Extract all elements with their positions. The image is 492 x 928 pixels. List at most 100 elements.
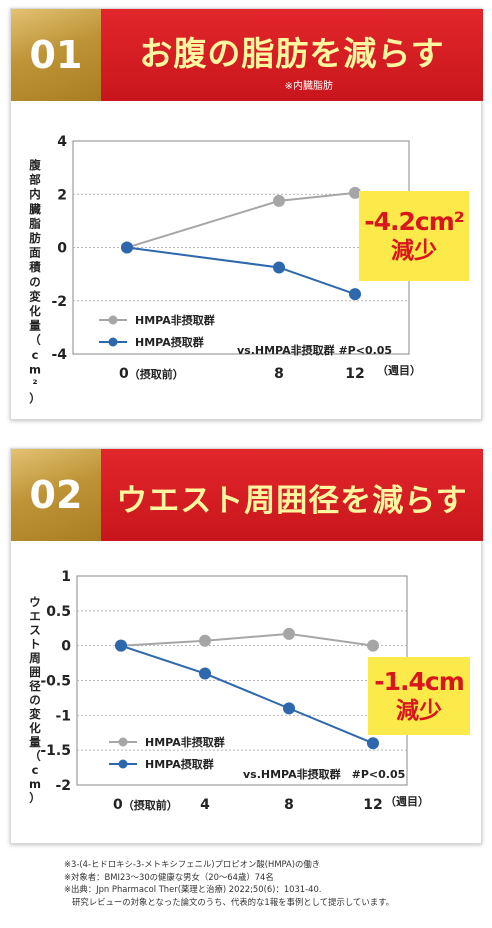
data-point bbox=[121, 241, 133, 254]
y-axis-label-char: の bbox=[29, 693, 41, 707]
result-badge: -1.4cm 減少 bbox=[368, 657, 470, 735]
section-header: 02 ウエスト周囲径を減らす bbox=[11, 449, 483, 541]
data-point bbox=[349, 288, 361, 301]
series-line bbox=[120, 644, 374, 745]
x-axis-label: （週目） bbox=[385, 794, 429, 808]
y-axis-label-char: m bbox=[29, 362, 41, 376]
y-axis-label-char: 化 bbox=[29, 721, 41, 735]
y-axis-label-char: ） bbox=[29, 791, 41, 805]
result-value: -4.2cm² bbox=[364, 207, 464, 236]
footnote: ※出典：Jpn Pharmacol Ther(薬理と治療) 2022;50(6)… bbox=[64, 884, 322, 895]
legend-label: HMPA非摂取群 bbox=[145, 735, 225, 749]
legend-marker bbox=[118, 759, 128, 769]
y-axis-label-char: 部 bbox=[29, 173, 41, 187]
y-axis-label-char: 周 bbox=[29, 651, 41, 665]
significance-note: vs.HMPA非摂取群 #P<0.05 bbox=[237, 343, 392, 357]
data-point bbox=[273, 261, 285, 274]
y-axis-label-char: 囲 bbox=[29, 665, 41, 679]
x-tick-label: 8 bbox=[284, 797, 294, 813]
y-axis-label-char: 内 bbox=[29, 187, 41, 201]
data-point bbox=[115, 639, 127, 652]
series-line bbox=[126, 191, 356, 249]
y-axis-label-char: 肪 bbox=[29, 231, 41, 245]
y-axis-label-char: 脂 bbox=[28, 216, 41, 230]
legend-marker bbox=[118, 737, 128, 747]
section-visceral-fat: 01 お腹の脂肪を減らす ※内臓脂肪 4 2 0 -2 -4 0（摂取前） 8 12 （週目） 腹… bbox=[10, 8, 483, 420]
section-waist: 02 ウエスト周囲径を減らす 1 0.5 0 -0.5 -1 -1.5 -2 0（摂取前） 4 8… bbox=[10, 448, 483, 844]
x-tick-label: 8 bbox=[274, 366, 284, 382]
y-tick-label: -2 bbox=[51, 294, 67, 310]
y-tick-label: -1.5 bbox=[40, 743, 71, 759]
data-point bbox=[199, 634, 211, 647]
y-axis-label-char: の bbox=[29, 275, 41, 289]
legend-marker bbox=[108, 315, 118, 325]
series-line bbox=[120, 632, 374, 647]
data-point bbox=[199, 667, 211, 680]
legend-marker bbox=[108, 337, 118, 347]
y-tick-label: 0.5 bbox=[46, 604, 71, 620]
legend-label: HMPA摂取群 bbox=[145, 757, 214, 771]
y-axis-label-char: 腹 bbox=[29, 158, 41, 172]
y-axis-label-char: ） bbox=[29, 392, 41, 406]
significance-note: vs.HMPA非摂取群 #P<0.05 bbox=[243, 767, 405, 781]
data-point bbox=[273, 194, 285, 207]
y-tick-label: -1 bbox=[55, 708, 71, 724]
y-tick-label: -4 bbox=[51, 347, 67, 363]
data-point bbox=[283, 702, 295, 715]
x-tick-label: 12 bbox=[345, 366, 364, 382]
y-axis-label-char: ウ bbox=[29, 595, 41, 609]
footnote: ※3-(4-ヒドロキシ-3-メトキシフェニル)プロピオン酸(HMPA)の働き bbox=[64, 859, 321, 869]
y-axis-label-char: 量 bbox=[29, 319, 41, 333]
legend-label: HMPA摂取群 bbox=[135, 335, 204, 349]
y-axis-label-char: 面 bbox=[29, 246, 41, 260]
data-point bbox=[367, 737, 379, 750]
result-label: 減少 bbox=[391, 238, 437, 264]
y-tick-label: 0 bbox=[57, 241, 67, 257]
y-tick-label: 2 bbox=[57, 187, 67, 203]
result-badge: -4.2cm² 減少 bbox=[359, 191, 469, 281]
series-line bbox=[126, 246, 356, 296]
legend-label: HMPA非摂取群 bbox=[135, 313, 215, 327]
y-axis-label-char: m bbox=[29, 777, 41, 791]
section-title: ウエスト周囲径を減らす bbox=[116, 483, 468, 519]
y-axis-label-char: 変 bbox=[29, 707, 41, 721]
footnote: 研究レビューの対象となった論文のうち、代表的な1報を事例として提示しています。 bbox=[72, 896, 394, 907]
x-axis-label: （週目） bbox=[377, 363, 421, 377]
x-tick-label: 4 bbox=[200, 797, 210, 813]
y-axis-label-char: 化 bbox=[29, 304, 41, 318]
y-axis-label-char: c bbox=[32, 763, 39, 777]
y-axis-label-char: エ bbox=[29, 609, 41, 623]
data-point bbox=[283, 627, 295, 640]
y-axis-label-char: 臓 bbox=[29, 202, 41, 216]
y-axis-label-char: 径 bbox=[29, 679, 41, 693]
data-point bbox=[367, 639, 379, 652]
y-axis-label-char: （ bbox=[29, 749, 41, 763]
chart-waist: 1 0.5 0 -0.5 -1 -1.5 -2 0（摂取前） 4 8 12 （週目） ウエスト周囲径の変… bbox=[29, 569, 429, 813]
section-title-box: ウエスト周囲径を減らす bbox=[101, 449, 483, 541]
result-value: -1.4cm bbox=[374, 667, 465, 696]
section-title-note: ※内臓脂肪 bbox=[284, 81, 333, 92]
y-tick-label: -0.5 bbox=[40, 674, 71, 690]
y-tick-label: 1 bbox=[61, 569, 71, 585]
section-number: 02 bbox=[11, 449, 101, 541]
section-title: お腹の脂肪を減らす bbox=[139, 34, 445, 73]
footnote: ※対象者：BMI23〜30の健康な男女（20〜64歳）74名 bbox=[64, 871, 274, 882]
data-point bbox=[349, 186, 361, 199]
y-axis-label-char: ² bbox=[32, 377, 37, 391]
y-tick-label: 4 bbox=[57, 134, 67, 150]
y-tick-label: 0 bbox=[61, 639, 71, 655]
y-axis-label-char: 積 bbox=[28, 260, 41, 274]
y-axis-label-char: 変 bbox=[29, 289, 41, 303]
section-number: 01 bbox=[11, 9, 101, 101]
section-title-box: お腹の脂肪を減らす ※内臓脂肪 bbox=[101, 9, 483, 101]
x-tick-label: 0（摂取前） bbox=[113, 797, 178, 813]
y-axis-label-char: c bbox=[32, 348, 39, 362]
y-axis-label-char: 量 bbox=[29, 735, 41, 749]
y-axis-label-char: ト bbox=[29, 637, 41, 651]
section-header: 01 お腹の脂肪を減らす ※内臓脂肪 bbox=[11, 9, 483, 101]
y-axis-label-char: （ bbox=[29, 333, 41, 347]
y-tick-label: -2 bbox=[55, 778, 71, 794]
footnotes: ※3-(4-ヒドロキシ-3-メトキシフェニル)プロピオン酸(HMPA)の働き ※… bbox=[64, 858, 484, 908]
y-axis-label-char: ス bbox=[29, 623, 41, 637]
